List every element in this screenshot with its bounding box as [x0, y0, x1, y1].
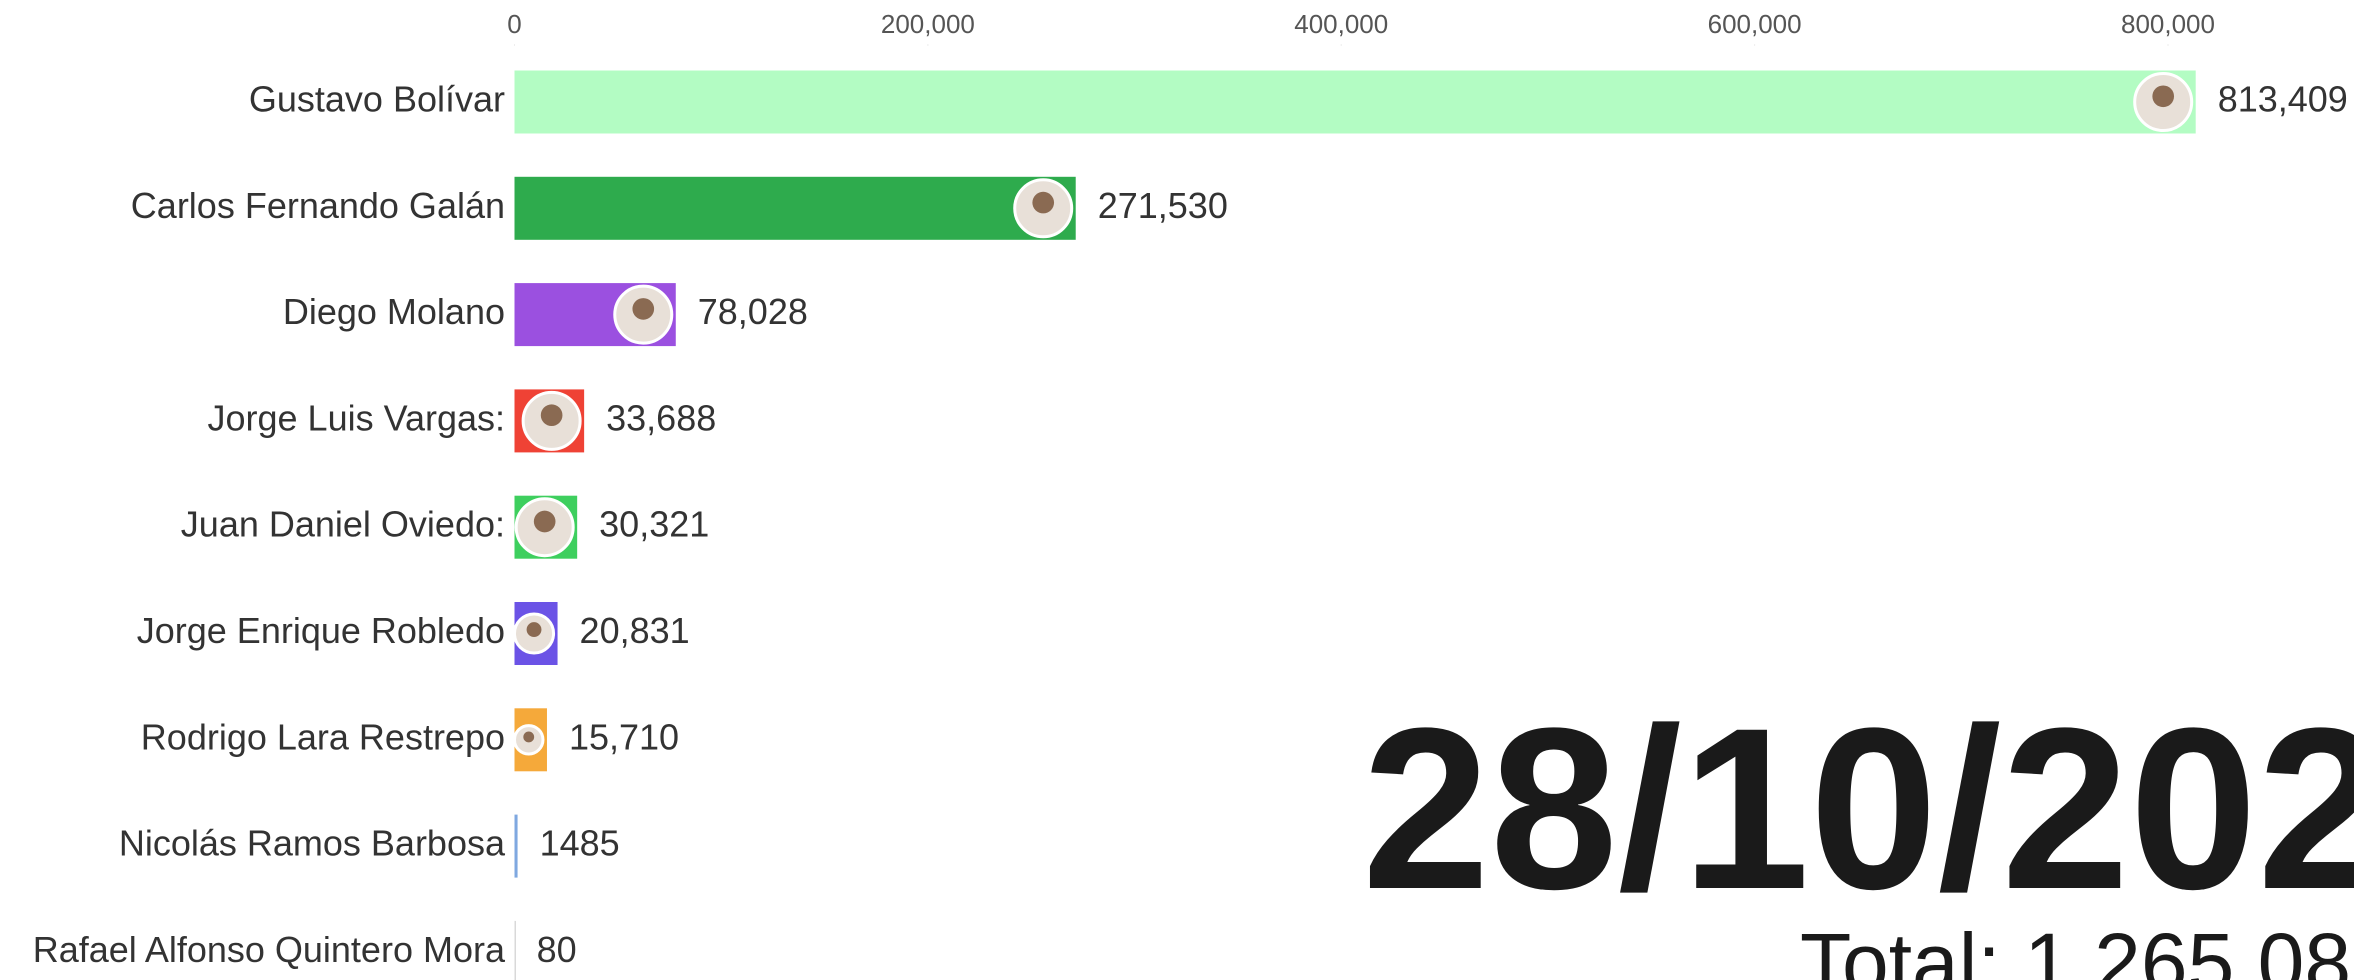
category-label: Diego Molano: [283, 291, 505, 332]
category-label: Jorge Luis Vargas:: [208, 397, 506, 438]
value-label: 271,530: [1098, 185, 1228, 226]
value-label: 1485: [540, 823, 620, 864]
category-label: Nicolás Ramos Barbosa: [119, 823, 506, 864]
category-label: Gustavo Bolívar: [249, 79, 505, 120]
value-label: 20,831: [580, 610, 690, 651]
value-label: 78,028: [698, 291, 808, 332]
value-label: 30,321: [599, 504, 709, 545]
value-label: 80: [537, 929, 577, 970]
avatar-head: [1032, 191, 1055, 214]
x-tick-label: 800,000: [2121, 9, 2215, 39]
avatar-head: [523, 731, 535, 743]
x-tick-label: 200,000: [881, 9, 975, 39]
category-label: Rafael Alfonso Quintero Mora: [33, 929, 506, 970]
x-tick-label: 400,000: [1294, 9, 1388, 39]
category-label: Rodrigo Lara Restrepo: [141, 716, 505, 757]
category-label: Juan Daniel Oviedo:: [181, 504, 505, 545]
bar: [514, 176, 1076, 240]
value-label: 15,710: [569, 716, 679, 757]
x-tick-label: 0: [507, 9, 521, 39]
bar: [514, 814, 518, 878]
category-label: Jorge Enrique Robledo: [137, 610, 505, 651]
avatar-head: [632, 298, 655, 320]
category-label: Carlos Fernando Galán: [131, 185, 505, 226]
value-label: 813,409: [2218, 79, 2348, 120]
bar: [514, 920, 516, 980]
total-label: Total: 1,265,082: [1800, 916, 2354, 980]
bar: [514, 70, 2196, 134]
avatar-head: [533, 510, 556, 533]
avatar-head: [526, 622, 542, 638]
avatar-head: [540, 404, 563, 427]
x-tick-label: 600,000: [1708, 9, 1802, 39]
date-label: 28/10/2023: [1362, 680, 2354, 937]
avatar-head: [2152, 85, 2175, 108]
value-label: 33,688: [606, 397, 716, 438]
